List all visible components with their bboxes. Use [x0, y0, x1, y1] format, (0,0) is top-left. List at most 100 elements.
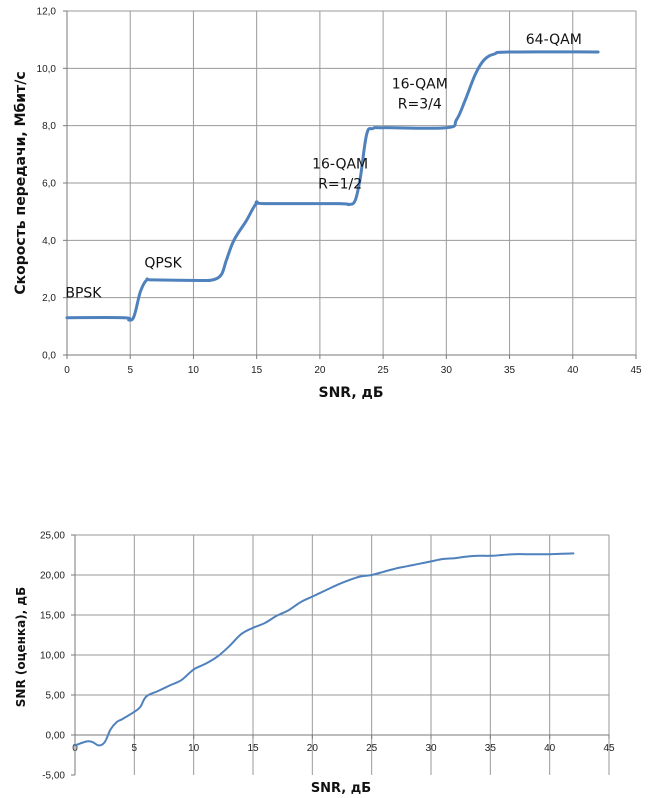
data-point: [455, 119, 457, 121]
data-point: [145, 279, 147, 281]
x-tick-label: 35: [504, 365, 516, 376]
data-point: [348, 203, 350, 205]
y-tick-label: 0,0: [42, 351, 56, 362]
data-point: [382, 571, 384, 573]
x-tick-label: 20: [314, 365, 326, 376]
data-point: [192, 668, 194, 670]
data-point: [489, 555, 491, 557]
data-point: [152, 279, 154, 281]
data-point: [109, 728, 111, 730]
x-tick-label: 10: [188, 743, 200, 754]
data-point: [123, 317, 125, 319]
data-point: [548, 553, 550, 555]
y-tick-label: 10,0: [37, 64, 57, 75]
data-series-line: [74, 552, 575, 747]
data-point: [204, 663, 206, 665]
y-tick-label: 8,0: [42, 121, 56, 132]
data-point: [464, 99, 466, 101]
x-tick-label: 40: [567, 365, 579, 376]
y-tick-label: 2,0: [42, 293, 56, 304]
data-point: [382, 126, 384, 128]
data-point: [513, 553, 515, 555]
data-point: [276, 615, 278, 617]
y-tick-label: 15,00: [40, 611, 65, 622]
data-point: [365, 133, 367, 135]
y-tick-label: 4,0: [42, 236, 56, 247]
data-point: [370, 574, 372, 576]
data-point: [445, 126, 447, 128]
data-point: [145, 695, 147, 697]
data-point: [525, 553, 527, 555]
data-point: [323, 590, 325, 592]
x-tick-label: 5: [127, 365, 133, 376]
data-point: [597, 51, 599, 53]
y-tick-label: -5,00: [42, 771, 65, 782]
y-tick-label: 0,00: [46, 731, 66, 742]
modulation-label: 16-QAM: [312, 157, 368, 173]
data-point: [354, 199, 356, 201]
data-points: [74, 552, 575, 746]
x-axis-title: SNR, дБ: [311, 781, 371, 796]
data-point: [181, 679, 183, 681]
x-axis-title: SNR, дБ: [318, 385, 383, 401]
x-tick-label: 25: [378, 365, 390, 376]
data-point: [442, 558, 444, 560]
data-point: [92, 741, 94, 743]
y-tick-label: 20,00: [40, 571, 65, 582]
data-point: [572, 552, 574, 554]
gridlines: [75, 534, 610, 775]
data-point: [233, 239, 235, 241]
data-point: [474, 73, 476, 75]
data-point: [128, 319, 130, 321]
data-point: [477, 555, 479, 557]
data-point: [264, 622, 266, 624]
data-point: [347, 579, 349, 581]
x-tick-label: 30: [441, 365, 453, 376]
y-tick-label: 10,00: [40, 651, 65, 662]
data-point: [133, 711, 135, 713]
data-point: [98, 744, 100, 746]
modulation-label: 16-QAM: [392, 76, 448, 92]
data-point: [255, 202, 257, 204]
x-tick-label: 10: [188, 365, 200, 376]
data-point: [216, 655, 218, 657]
data-point: [157, 690, 159, 692]
data-point: [287, 609, 289, 611]
x-tick-label: 40: [544, 743, 556, 754]
data-point: [537, 553, 539, 555]
x-tick-label: 20: [307, 743, 319, 754]
y-axis-title: Скорость передачи, Мбит/с: [13, 71, 29, 294]
data-point: [430, 560, 432, 562]
data-point: [139, 291, 141, 293]
x-tick-label: 0: [64, 365, 70, 376]
data-point: [493, 53, 495, 55]
data-point: [338, 202, 340, 204]
data-point: [139, 706, 141, 708]
data-point: [501, 554, 503, 556]
y-tick-label: 5,00: [46, 691, 66, 702]
data-point: [465, 555, 467, 557]
x-tick-label: 45: [630, 365, 642, 376]
data-point: [263, 202, 265, 204]
data-point: [454, 557, 456, 559]
data-series-line: [65, 50, 600, 322]
data-point: [169, 684, 171, 686]
y-tick-label: 25,00: [40, 531, 65, 542]
data-point: [359, 575, 361, 577]
y-axis-title: SNR (оценка), дБ: [14, 587, 28, 707]
modulation-label: QPSK: [144, 256, 182, 272]
data-point: [245, 219, 247, 221]
modulation-label: 64-QAM: [526, 32, 582, 48]
throughput-chart: SNR, дБ Скорость передачи, Мбит/с 0 5 10 15…: [13, 7, 642, 402]
x-tick-label: 45: [603, 743, 615, 754]
x-tick-label: 5: [132, 743, 138, 754]
data-point: [252, 627, 254, 629]
data-point: [86, 740, 88, 742]
data-point: [133, 315, 135, 317]
data-point: [394, 567, 396, 569]
data-point: [211, 279, 213, 281]
x-tick-label: 35: [485, 743, 497, 754]
gridlines: [67, 10, 637, 355]
data-point: [220, 274, 222, 276]
modulation-label: R=1/2: [318, 177, 362, 193]
